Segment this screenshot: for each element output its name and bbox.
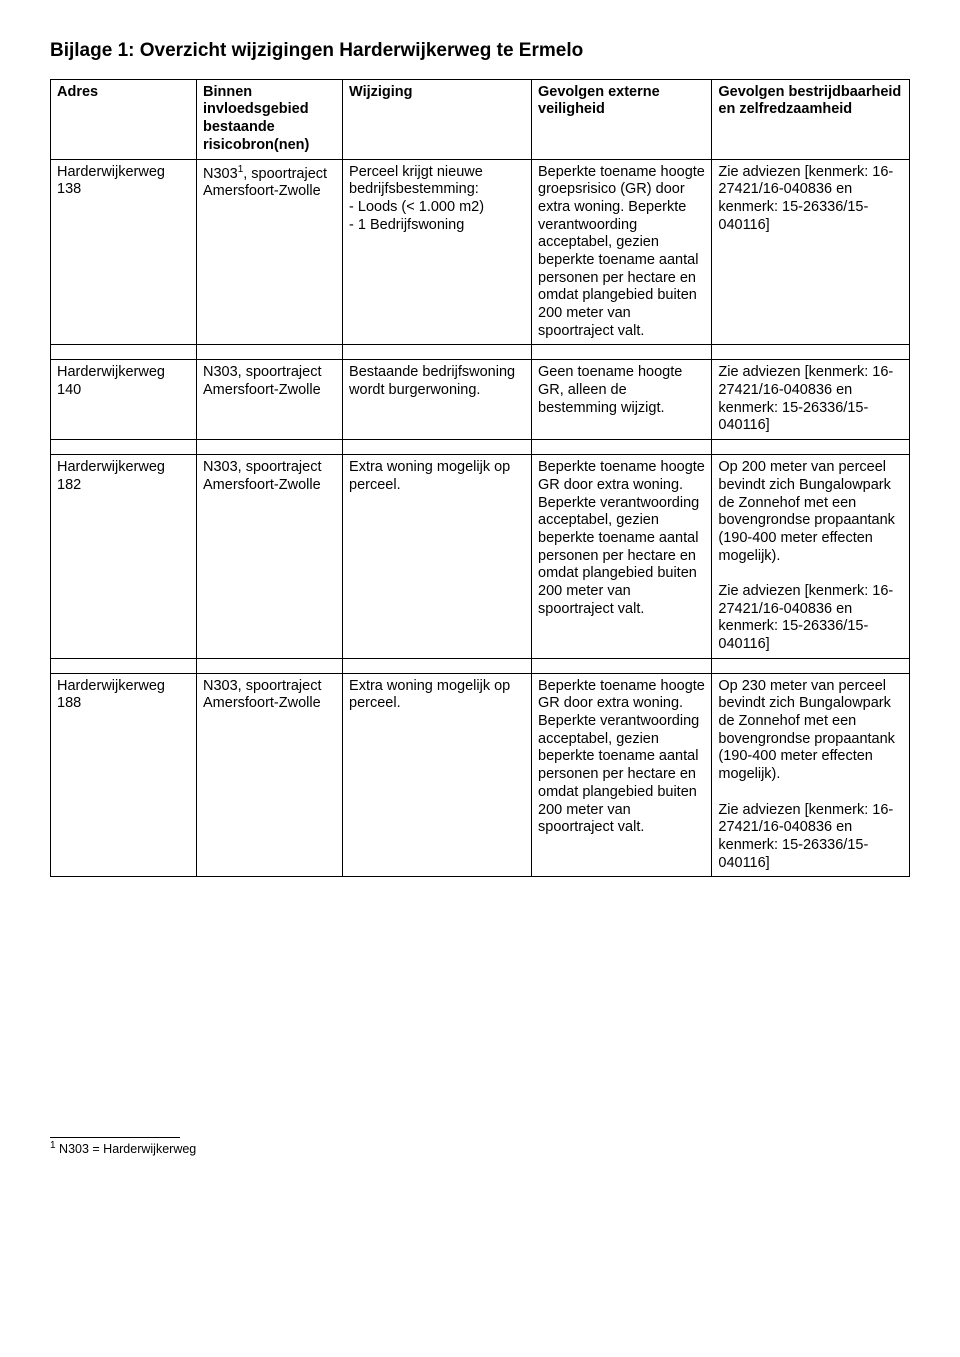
cell-wijziging: Extra woning mogelijk op perceel.	[343, 673, 532, 877]
cell-wijziging: Perceel krijgt nieuwe bedrijfsbestemming…	[343, 159, 532, 345]
cell-bron: N3031, spoortraject Amersfoort-Zwolle	[197, 159, 343, 345]
col-gevolgen-bes: Gevolgen bestrijdbaarheid en zelfredzaam…	[712, 79, 910, 159]
cell-adres: Harderwijkerweg 182	[51, 455, 197, 659]
footnote: 1 N303 = Harderwijkerweg	[50, 1140, 910, 1157]
col-gevolgen-ext: Gevolgen externe veiligheid	[532, 79, 712, 159]
cell-wijziging: Extra woning mogelijk op perceel.	[343, 455, 532, 659]
cell-bron: N303, spoortraject Amersfoort-Zwolle	[197, 360, 343, 440]
page-title: Bijlage 1: Overzicht wijzigingen Harderw…	[50, 40, 910, 63]
cell-gev-bes: Op 200 meter van perceel bevindt zich Bu…	[712, 455, 910, 659]
footnote-rule	[50, 1137, 180, 1138]
cell-gev-bes: Zie adviezen [kenmerk: 16-27421/16-04083…	[712, 159, 910, 345]
table-row: Harderwijkerweg 140 N303, spoortraject A…	[51, 360, 910, 440]
table-row: Harderwijkerweg 182 N303, spoortraject A…	[51, 455, 910, 659]
cell-gev-ext: Geen toename hoogte GR, alleen de bestem…	[532, 360, 712, 440]
changes-table: Adres Binnen invloedsgebied bestaande ri…	[50, 79, 910, 878]
cell-wijziging: Bestaande bedrijfswoning wordt burgerwon…	[343, 360, 532, 440]
col-wijziging: Wijziging	[343, 79, 532, 159]
spacer-row	[51, 345, 910, 360]
col-bron: Binnen invloedsgebied bestaande risicobr…	[197, 79, 343, 159]
spacer-row	[51, 440, 910, 455]
cell-adres: Harderwijkerweg 188	[51, 673, 197, 877]
cell-bron: N303, spoortraject Amersfoort-Zwolle	[197, 673, 343, 877]
spacer-row	[51, 658, 910, 673]
cell-gev-bes: Zie adviezen [kenmerk: 16-27421/16-04083…	[712, 360, 910, 440]
cell-adres: Harderwijkerweg 140	[51, 360, 197, 440]
cell-gev-bes: Op 230 meter van perceel bevindt zich Bu…	[712, 673, 910, 877]
bron-pre: N303	[203, 165, 238, 181]
col-adres: Adres	[51, 79, 197, 159]
cell-gev-ext: Beperkte toename hoogte GR door extra wo…	[532, 455, 712, 659]
cell-gev-ext: Beperkte toename hoogte GR door extra wo…	[532, 673, 712, 877]
table-row: Harderwijkerweg 138 N3031, spoortraject …	[51, 159, 910, 345]
footnote-text: N303 = Harderwijkerweg	[56, 1142, 197, 1156]
cell-gev-ext: Beperkte toename hoogte groepsrisico (GR…	[532, 159, 712, 345]
table-row: Harderwijkerweg 188 N303, spoortraject A…	[51, 673, 910, 877]
cell-adres: Harderwijkerweg 138	[51, 159, 197, 345]
table-header-row: Adres Binnen invloedsgebied bestaande ri…	[51, 79, 910, 159]
cell-bron: N303, spoortraject Amersfoort-Zwolle	[197, 455, 343, 659]
